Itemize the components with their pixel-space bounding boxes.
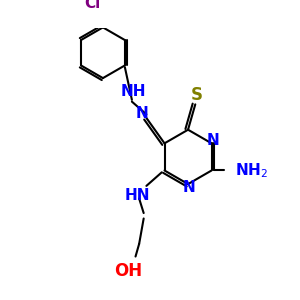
Text: N: N: [207, 133, 220, 148]
Text: NH: NH: [121, 84, 146, 99]
Text: NH$_2$: NH$_2$: [235, 161, 268, 180]
Text: N: N: [183, 180, 195, 195]
Text: Cl: Cl: [84, 0, 100, 11]
Text: S: S: [191, 86, 203, 104]
Text: HN: HN: [124, 188, 150, 203]
Text: N: N: [136, 106, 148, 121]
Text: OH: OH: [114, 262, 142, 280]
